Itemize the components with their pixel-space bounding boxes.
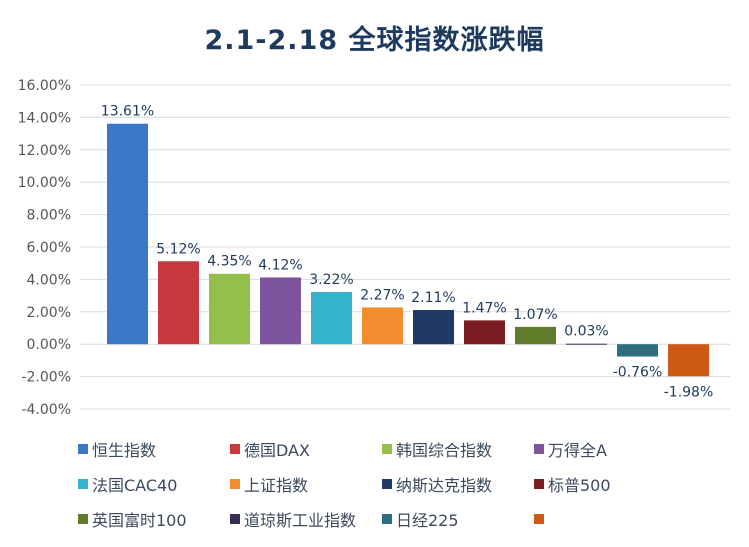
legend-label: 法国CAC40 xyxy=(92,476,178,495)
legend-label: 日经225 xyxy=(396,511,459,530)
legend-swatch xyxy=(78,514,88,524)
legend-label: 道琼斯工业指数 xyxy=(244,511,357,530)
legend-item: 恒生指数 xyxy=(78,438,230,460)
bar xyxy=(515,326,556,345)
bar xyxy=(362,307,403,345)
legend-item: 标普500 xyxy=(534,473,694,495)
legend-swatch xyxy=(230,479,240,489)
legend-swatch xyxy=(78,444,88,454)
data-label: -1.98% xyxy=(664,384,714,400)
legend-label: 纳斯达克指数 xyxy=(396,476,493,495)
bar xyxy=(617,344,658,357)
bar xyxy=(464,320,505,345)
legend-item: 纳斯达克指数 xyxy=(382,473,534,495)
plot-area: 16.00% 14.00% 12.00% 10.00% 8.00% 6.00% 4.00% 2… xyxy=(18,78,730,418)
data-label: 3.22% xyxy=(309,272,353,288)
data-label: 5.12% xyxy=(156,241,200,257)
legend-swatch xyxy=(382,444,392,454)
bar xyxy=(668,344,709,377)
y-tick-label: -4.00% xyxy=(21,402,71,418)
legend-item: 上证指数 xyxy=(230,473,382,495)
bar xyxy=(566,343,607,345)
y-tick-label: 10.00% xyxy=(18,175,71,191)
data-label: 1.47% xyxy=(462,300,506,316)
legend-label: 万得全A xyxy=(548,441,607,460)
legend-swatch xyxy=(230,514,240,524)
y-tick-label: -2.00% xyxy=(21,370,71,386)
y-tick-label: 2.00% xyxy=(27,305,71,321)
data-label: 2.11% xyxy=(411,290,455,306)
bar xyxy=(158,261,199,345)
legend-label: 上证指数 xyxy=(244,476,309,495)
legend-swatch xyxy=(534,514,544,524)
bar xyxy=(209,273,250,345)
legend: 恒生指数 德国DAX 韩国综合指数 万得全A 法国CAC40 上证指数 纳斯达克指数 标普50… xyxy=(78,438,728,530)
legend-swatch xyxy=(534,479,544,489)
y-tick-label: 4.00% xyxy=(27,272,71,288)
y-tick-label: 0.00% xyxy=(27,337,71,353)
bar xyxy=(413,310,454,345)
legend-swatch xyxy=(534,444,544,454)
legend-item: 万得全A xyxy=(534,438,694,460)
bar xyxy=(107,123,148,345)
legend-label: 韩国综合指数 xyxy=(396,441,493,460)
y-tick-label: 12.00% xyxy=(18,143,71,159)
chart-title: 2.1-2.18 全球指数涨跌幅 xyxy=(204,25,545,56)
legend-item xyxy=(534,508,694,530)
y-tick-label: 14.00% xyxy=(18,110,71,126)
legend-item: 道琼斯工业指数 xyxy=(230,508,382,530)
data-label: 4.35% xyxy=(207,254,251,270)
data-label: 4.12% xyxy=(258,257,302,273)
legend-label: 德国DAX xyxy=(244,441,310,460)
y-tick-label: 8.00% xyxy=(27,208,71,224)
bar xyxy=(311,292,352,345)
data-label: 0.03% xyxy=(564,324,608,340)
legend-swatch xyxy=(230,444,240,454)
legend-label: 英国富时100 xyxy=(92,511,187,530)
legend-item: 韩国综合指数 xyxy=(382,438,534,460)
data-label: 1.07% xyxy=(513,307,557,323)
legend-swatch xyxy=(382,514,392,524)
data-label: -0.76% xyxy=(613,365,663,381)
bar xyxy=(260,277,301,345)
legend-item: 德国DAX xyxy=(230,438,382,460)
legend-swatch xyxy=(382,479,392,489)
y-tick-label: 16.00% xyxy=(18,78,71,94)
y-tick-label: 6.00% xyxy=(27,240,71,256)
legend-label: 标普500 xyxy=(548,476,611,495)
legend-item: 英国富时100 xyxy=(78,508,230,530)
data-label: 2.27% xyxy=(360,287,404,303)
legend-item: 法国CAC40 xyxy=(78,473,230,495)
legend-label: 恒生指数 xyxy=(92,441,157,460)
legend-swatch xyxy=(78,479,88,489)
data-label: 13.61% xyxy=(101,104,154,120)
legend-item: 日经225 xyxy=(382,508,534,530)
